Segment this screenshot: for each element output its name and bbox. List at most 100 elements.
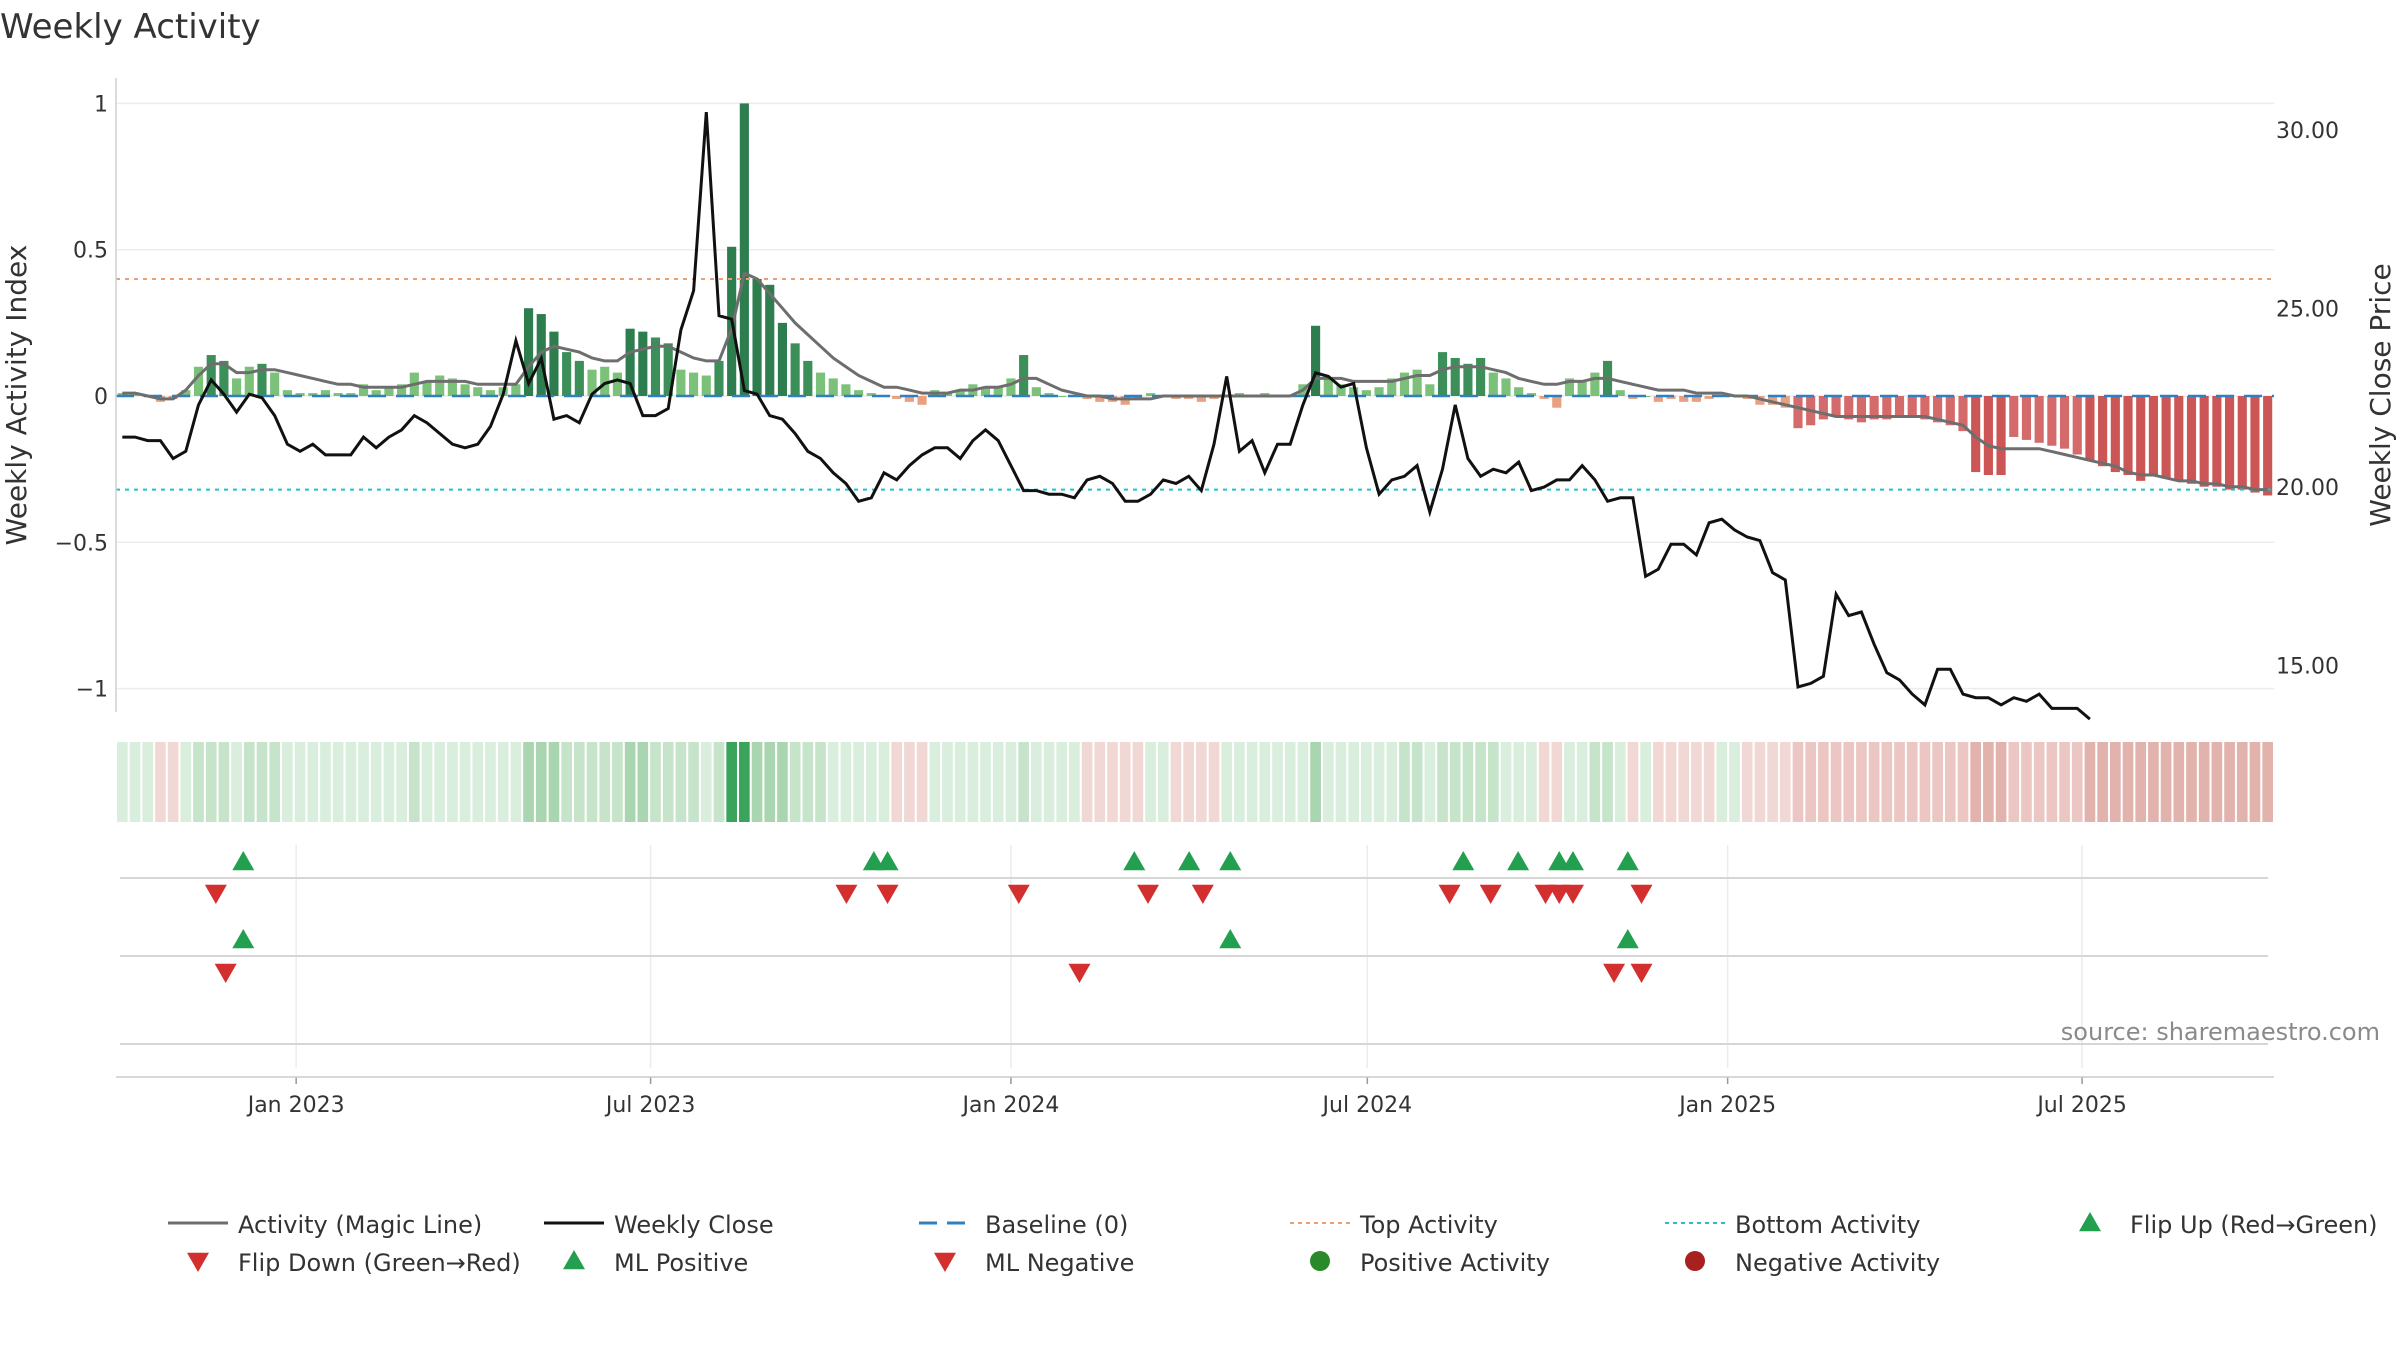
strip-cell-90 (1259, 742, 1271, 822)
strip-cell-122 (1665, 742, 1677, 822)
strip-cell-167 (2236, 742, 2248, 822)
activity-bar-55 (815, 372, 826, 396)
strip-cell-108 (1487, 742, 1499, 822)
strip-cell-69 (992, 742, 1004, 822)
strip-cell-25 (434, 742, 446, 822)
strip-cell-46 (700, 742, 712, 822)
activity-bar-70 (1006, 378, 1016, 396)
strip-cell-7 (205, 742, 217, 822)
activity-bar-42 (650, 337, 661, 396)
strip-cell-53 (789, 742, 801, 822)
legend: Activity (Magic Line) Weekly Close Baselin… (168, 1211, 2378, 1277)
strip-cell-16 (320, 742, 331, 822)
flip-down-marker-10 (1561, 884, 1584, 904)
strip-cell-36 (574, 742, 585, 822)
strip-cell-1 (129, 742, 141, 822)
strip-cell-164 (2198, 742, 2210, 822)
flip-up-marker-2 (876, 851, 899, 871)
strip-cell-112 (1538, 742, 1550, 822)
legend-item-0: Activity (Magic Line) (168, 1211, 482, 1239)
activity-bar-31 (511, 384, 521, 396)
strip-cell-22 (396, 742, 407, 822)
strip-cell-67 (967, 742, 979, 822)
activity-bar-160 (2148, 396, 2158, 475)
activity-bar-103 (1425, 384, 1435, 396)
strip-cell-163 (2186, 742, 2197, 822)
legend-label-9: Positive Activity (1360, 1249, 1550, 1277)
activity-bar-45 (689, 372, 699, 396)
strip-cell-24 (421, 742, 433, 822)
strip-cell-19 (358, 742, 369, 822)
strip-cell-52 (777, 742, 788, 822)
strip-cell-129 (1754, 742, 1766, 822)
strip-cell-77 (1094, 742, 1106, 822)
x-tick-label-2: Jan 2024 (960, 1093, 1059, 1118)
activity-bar-167 (2237, 396, 2247, 490)
activity-bar-154 (2072, 396, 2082, 455)
strip-cell-0 (117, 742, 128, 822)
strip-cell-154 (2071, 742, 2083, 822)
x-tick-label-5: Jul 2025 (2035, 1093, 2127, 1118)
activity-bar-26 (447, 378, 457, 396)
strip-cell-145 (1957, 742, 1969, 822)
activity-bar-33 (536, 314, 546, 396)
strip-cell-91 (1272, 742, 1283, 822)
legend-swatch-10 (1685, 1251, 1705, 1271)
flip-up-marker-4 (1178, 851, 1201, 871)
strip-cell-29 (485, 742, 496, 822)
activity-bar-158 (2123, 396, 2133, 475)
activity-bar-44 (676, 369, 686, 396)
strip-cell-88 (1234, 742, 1245, 822)
activity-bar-131 (1780, 396, 1790, 408)
strip-cell-120 (1640, 742, 1651, 822)
legend-swatch-5 (2079, 1212, 2101, 1232)
activity-bar-151 (2034, 396, 2044, 443)
strip-cell-55 (815, 742, 826, 822)
strip-cell-31 (510, 742, 522, 822)
activity-bar-94 (1311, 325, 1321, 396)
legend-label-10: Negative Activity (1735, 1249, 1940, 1277)
legend-item-8: ML Negative (934, 1249, 1134, 1277)
strip-cell-86 (1208, 742, 1220, 822)
activity-bar-164 (2199, 396, 2209, 487)
activity-bar-29 (485, 390, 496, 396)
strip-cell-72 (1030, 742, 1042, 822)
legend-item-4: Bottom Activity (1665, 1211, 1920, 1239)
strip-cell-70 (1005, 742, 1017, 822)
activity-bar-108 (1488, 372, 1498, 396)
legend-swatch-9 (1310, 1251, 1330, 1271)
activity-bar-132 (1793, 396, 1803, 429)
strip-cell-169 (2262, 742, 2273, 822)
strip-cell-95 (1322, 742, 1334, 822)
strip-cell-104 (1437, 742, 1448, 822)
strip-cell-134 (1818, 742, 1829, 822)
activity-bar-156 (2098, 396, 2108, 467)
axis-layer: 1 0.5 0 −0.5 −1 30.00 25.00 20.00 15.00 Jan 2023 J… (55, 78, 2339, 1118)
legend-item-7: ML Positive (563, 1249, 748, 1277)
strip-cell-168 (2249, 742, 2261, 822)
activity-bar-68 (980, 387, 991, 396)
strip-cell-84 (1183, 742, 1194, 822)
activity-bar-71 (1019, 355, 1029, 396)
activity-bar-27 (460, 384, 470, 396)
activity-bar-69 (993, 387, 1003, 396)
activity-bar-150 (2021, 396, 2032, 440)
activity-bar-155 (2085, 396, 2095, 461)
strip-cell-49 (739, 742, 750, 822)
strip-cell-133 (1805, 742, 1816, 822)
activity-bar-118 (1615, 390, 1625, 396)
strip-cell-138 (1868, 742, 1880, 822)
strip-cell-143 (1932, 742, 1943, 822)
activity-bar-138 (1869, 396, 1879, 420)
activity-bar-15 (308, 393, 318, 396)
source-credit: source: sharemaestro.com (2061, 1018, 2380, 1046)
strip-cell-117 (1602, 742, 1613, 822)
activity-bar-98 (1361, 390, 1371, 396)
activity-bar-22 (397, 384, 407, 396)
strip-cell-159 (2135, 742, 2147, 822)
activity-bar-54 (803, 360, 813, 396)
activity-bar-63 (917, 396, 927, 405)
strip-cell-56 (827, 742, 839, 822)
strip-cell-137 (1856, 742, 1867, 822)
strip-cell-14 (294, 742, 306, 822)
